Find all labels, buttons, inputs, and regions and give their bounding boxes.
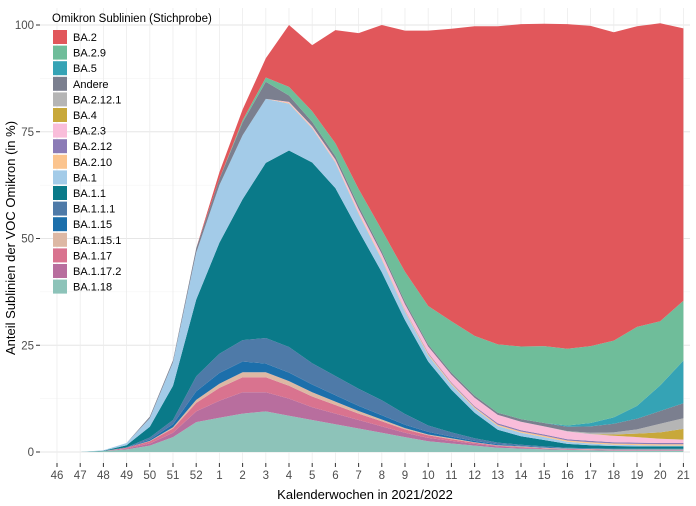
x-tick-label: 14 bbox=[515, 470, 528, 482]
legend-swatch bbox=[53, 45, 67, 60]
legend-label: BA.4 bbox=[73, 110, 97, 122]
legend-label: BA.2.12 bbox=[73, 141, 112, 153]
x-tick-label: 48 bbox=[97, 470, 110, 482]
y-tick-label: 0 bbox=[28, 447, 34, 459]
legend-title: Omikron Sublinien (Stichprobe) bbox=[52, 13, 212, 25]
x-tick-label: 8 bbox=[379, 470, 385, 482]
legend-label: BA.2 bbox=[73, 32, 97, 44]
x-tick-label: 49 bbox=[120, 470, 133, 482]
legend-label: BA.1.15.1 bbox=[73, 235, 121, 247]
y-tick-label: 100 bbox=[15, 20, 34, 32]
legend-items: BA.2 BA.2.9 BA.5 Andere BA.2.12.1 BA.4 BA.2.3 B… bbox=[53, 30, 121, 294]
legend-swatch bbox=[53, 232, 67, 247]
x-tick-label: 51 bbox=[167, 470, 180, 482]
legend-label: BA.2.3 bbox=[73, 126, 106, 138]
area-ba-1-15 bbox=[57, 361, 684, 452]
x-tick-label: 2 bbox=[239, 470, 245, 482]
y-tick-label: 50 bbox=[21, 234, 34, 246]
x-tick-label: 50 bbox=[143, 470, 156, 482]
legend: Omikron Sublinien (Stichprobe) BA.2 BA.2.… bbox=[52, 13, 212, 294]
legend-label: BA.1.17 bbox=[73, 250, 112, 262]
x-tick-label: 16 bbox=[561, 470, 574, 482]
y-tick-label: 75 bbox=[21, 127, 34, 139]
x-axis-ticks: 46 47 48 49 50 51 52 1 2 3 4 5 6 7 8 9 10 11 12 13 14 15 16 17 1… bbox=[51, 463, 690, 482]
legend-label: BA.1.1.1 bbox=[73, 204, 115, 216]
x-tick-label: 11 bbox=[445, 470, 457, 482]
x-tick-label: 1 bbox=[216, 470, 222, 482]
area-ba-2 bbox=[57, 23, 684, 453]
x-tick-label: 20 bbox=[654, 470, 667, 482]
legend-swatch bbox=[53, 76, 67, 91]
legend-swatch bbox=[53, 108, 67, 122]
area-ba-1-1-1 bbox=[57, 338, 684, 452]
x-tick-label: 19 bbox=[631, 470, 644, 482]
legend-swatch bbox=[53, 170, 67, 185]
x-tick-label: 6 bbox=[332, 470, 338, 482]
legend-swatch bbox=[53, 61, 67, 76]
legend-swatch bbox=[53, 123, 67, 138]
legend-label: BA.2.9 bbox=[73, 48, 106, 60]
x-tick-label: 17 bbox=[584, 470, 597, 482]
area-ba-5 bbox=[57, 81, 684, 453]
legend-label: BA.5 bbox=[73, 63, 97, 75]
x-tick-label: 18 bbox=[607, 470, 620, 482]
legend-label: BA.2.12.1 bbox=[73, 94, 121, 106]
legend-swatch bbox=[53, 186, 67, 200]
x-tick-label: 7 bbox=[355, 470, 361, 482]
legend-label: BA.1.17.2 bbox=[73, 266, 121, 278]
legend-swatch bbox=[53, 154, 67, 169]
legend-label: BA.2.10 bbox=[73, 157, 112, 169]
legend-label: BA.1.1 bbox=[73, 188, 106, 200]
legend-label: BA.1 bbox=[73, 172, 97, 184]
x-tick-label: 15 bbox=[538, 470, 551, 482]
x-tick-label: 9 bbox=[402, 470, 408, 482]
legend-label: BA.1.18 bbox=[73, 282, 112, 294]
legend-swatch bbox=[53, 264, 67, 278]
x-tick-label: 12 bbox=[468, 470, 481, 482]
legend-swatch bbox=[53, 217, 67, 232]
area-ba-1-1 bbox=[57, 150, 684, 452]
legend-swatch bbox=[53, 92, 67, 107]
legend-swatch bbox=[53, 279, 67, 294]
y-axis-title: Anteil Sublinien der VOC Omikron (in %) bbox=[3, 121, 18, 355]
stacked-areas bbox=[57, 23, 684, 453]
area-ba-1-17-2 bbox=[57, 392, 684, 452]
legend-swatch bbox=[53, 139, 67, 154]
y-axis-ticks: 0 25 50 75 100 bbox=[15, 20, 40, 459]
legend-swatch bbox=[53, 30, 67, 44]
area-ba-2-9 bbox=[57, 77, 684, 452]
legend-swatch bbox=[53, 201, 67, 216]
area-ba-1-18 bbox=[57, 411, 684, 452]
x-tick-label: 21 bbox=[677, 470, 690, 482]
area-ba-1-17 bbox=[57, 377, 684, 452]
y-tick-label: 25 bbox=[21, 340, 34, 352]
x-tick-label: 13 bbox=[491, 470, 504, 482]
x-tick-label: 46 bbox=[51, 470, 64, 482]
x-tick-label: 5 bbox=[309, 470, 315, 482]
legend-label: BA.1.15 bbox=[73, 219, 112, 231]
x-tick-label: 47 bbox=[74, 470, 87, 482]
x-tick-label: 4 bbox=[286, 470, 293, 482]
x-tick-label: 10 bbox=[422, 470, 435, 482]
legend-swatch bbox=[53, 248, 67, 263]
x-tick-label: 52 bbox=[190, 470, 203, 482]
x-axis-title: Kalenderwochen in 2021/2022 bbox=[277, 487, 453, 502]
legend-label: Andere bbox=[73, 79, 108, 91]
x-tick-label: 3 bbox=[263, 470, 269, 482]
